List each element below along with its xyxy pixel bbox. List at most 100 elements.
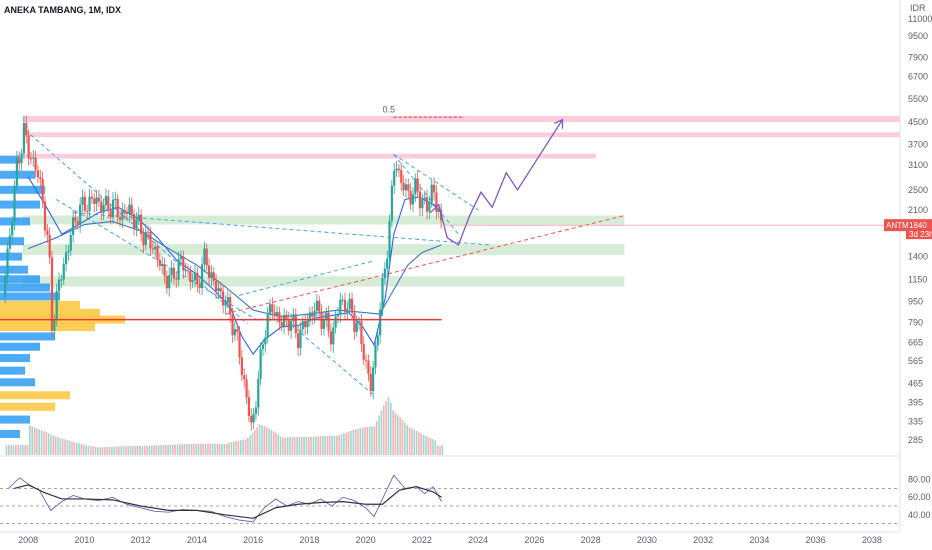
candle-body: [79, 204, 82, 226]
volume-bar: [188, 443, 191, 455]
candle-body: [67, 250, 70, 253]
candle-body: [179, 256, 183, 260]
candle-body: [318, 300, 321, 312]
candle-body: [432, 184, 436, 193]
candle-body: [236, 329, 239, 333]
candle-body: [27, 135, 30, 159]
candle-body: [86, 210, 89, 212]
candle-body: [266, 314, 269, 338]
candle-body: [343, 299, 347, 313]
profile-bar: [0, 275, 40, 284]
candle-body: [376, 335, 379, 346]
volume-bar: [312, 436, 315, 455]
price-tag[interactable]: ANTM 1840 3d 23h: [884, 219, 932, 240]
volume-bar: [134, 445, 137, 455]
volume-bar: [59, 438, 62, 455]
x-tick-label: 2010: [74, 535, 94, 545]
volume-bar: [317, 436, 319, 455]
y-tick-label: 1400: [908, 252, 928, 262]
candle-body: [229, 297, 232, 315]
volume-bar: [31, 426, 34, 455]
volume-bar: [322, 436, 324, 455]
candle-body: [282, 314, 286, 327]
volume-bar: [420, 433, 423, 455]
candle-body: [407, 184, 410, 191]
profile-bar: [0, 300, 80, 309]
volume-bar: [434, 440, 437, 455]
volume-bar: [181, 444, 184, 455]
candle-body: [308, 312, 311, 321]
candle-body: [191, 280, 194, 282]
candle-body: [210, 272, 213, 278]
volume-bar: [228, 442, 230, 455]
candle-body: [200, 264, 204, 288]
volume-bar: [200, 443, 202, 455]
candle-body: [428, 202, 431, 212]
candle-body: [332, 327, 335, 345]
x-tick-label: 2024: [468, 535, 488, 545]
volume-bar: [350, 430, 352, 455]
volume-bar: [68, 440, 71, 455]
volume-bar: [254, 430, 256, 455]
candle-body: [186, 270, 190, 272]
volume-bar: [336, 435, 338, 455]
candle-body: [222, 291, 225, 306]
candle-body: [292, 314, 295, 322]
candle-body: [125, 213, 129, 215]
volume-bar: [183, 444, 186, 455]
volume-bar: [139, 445, 141, 455]
volume-bar: [190, 443, 193, 455]
candle-body: [369, 373, 372, 392]
candle-body: [247, 397, 251, 416]
candle-body: [297, 333, 300, 349]
candle-body: [121, 210, 124, 220]
volume-bar: [240, 440, 242, 455]
candle-body: [175, 278, 178, 280]
projection[interactable]: [429, 118, 564, 246]
y-tick-label: 790: [908, 318, 923, 328]
volume-bar: [378, 415, 380, 455]
candle-body: [304, 321, 307, 328]
candle-body: [240, 357, 243, 376]
volume-bar: [436, 445, 439, 455]
volume-bar: [439, 445, 441, 455]
volume-bar: [291, 437, 294, 455]
candle-body: [353, 312, 356, 332]
volume-bar: [300, 436, 303, 455]
x-tick-label: 2018: [299, 535, 319, 545]
price-tag-symbol-bg: [884, 219, 906, 232]
candle-body: [189, 270, 192, 282]
profile-bar: [0, 322, 95, 331]
candle-body: [184, 270, 187, 272]
x-tick-label: 2030: [637, 535, 657, 545]
volume-bar: [268, 428, 270, 455]
levels: 0.5: [0, 104, 900, 321]
profile-bar: [0, 332, 55, 341]
volume-bar: [17, 445, 19, 455]
volume-bar: [125, 446, 127, 455]
candle-body: [93, 198, 96, 204]
candle-body: [404, 184, 408, 191]
candle-body: [165, 275, 168, 289]
profile-bar: [0, 155, 20, 164]
candle-body: [149, 232, 152, 249]
candle-body: [386, 258, 389, 269]
volume-bar: [286, 437, 289, 455]
volume-bar: [85, 445, 87, 455]
zone-pink-0: [22, 115, 900, 123]
volume-bar: [193, 443, 195, 455]
candle-body: [163, 263, 166, 276]
volume-bar: [425, 435, 427, 455]
price-tag-symbol: ANTM: [886, 221, 909, 230]
candle-body: [259, 349, 262, 379]
volume-bar: [411, 428, 413, 455]
candle-body: [367, 360, 370, 374]
candle-body: [55, 291, 58, 321]
y-tick-label: 665: [908, 337, 923, 347]
candle-body: [346, 308, 349, 313]
rsi-panel: 80.00 60.00 40.00: [0, 474, 931, 524]
volume-bar: [78, 443, 80, 455]
candle-body: [339, 299, 342, 315]
volume-bar: [366, 426, 369, 455]
volume-bar: [340, 434, 343, 455]
